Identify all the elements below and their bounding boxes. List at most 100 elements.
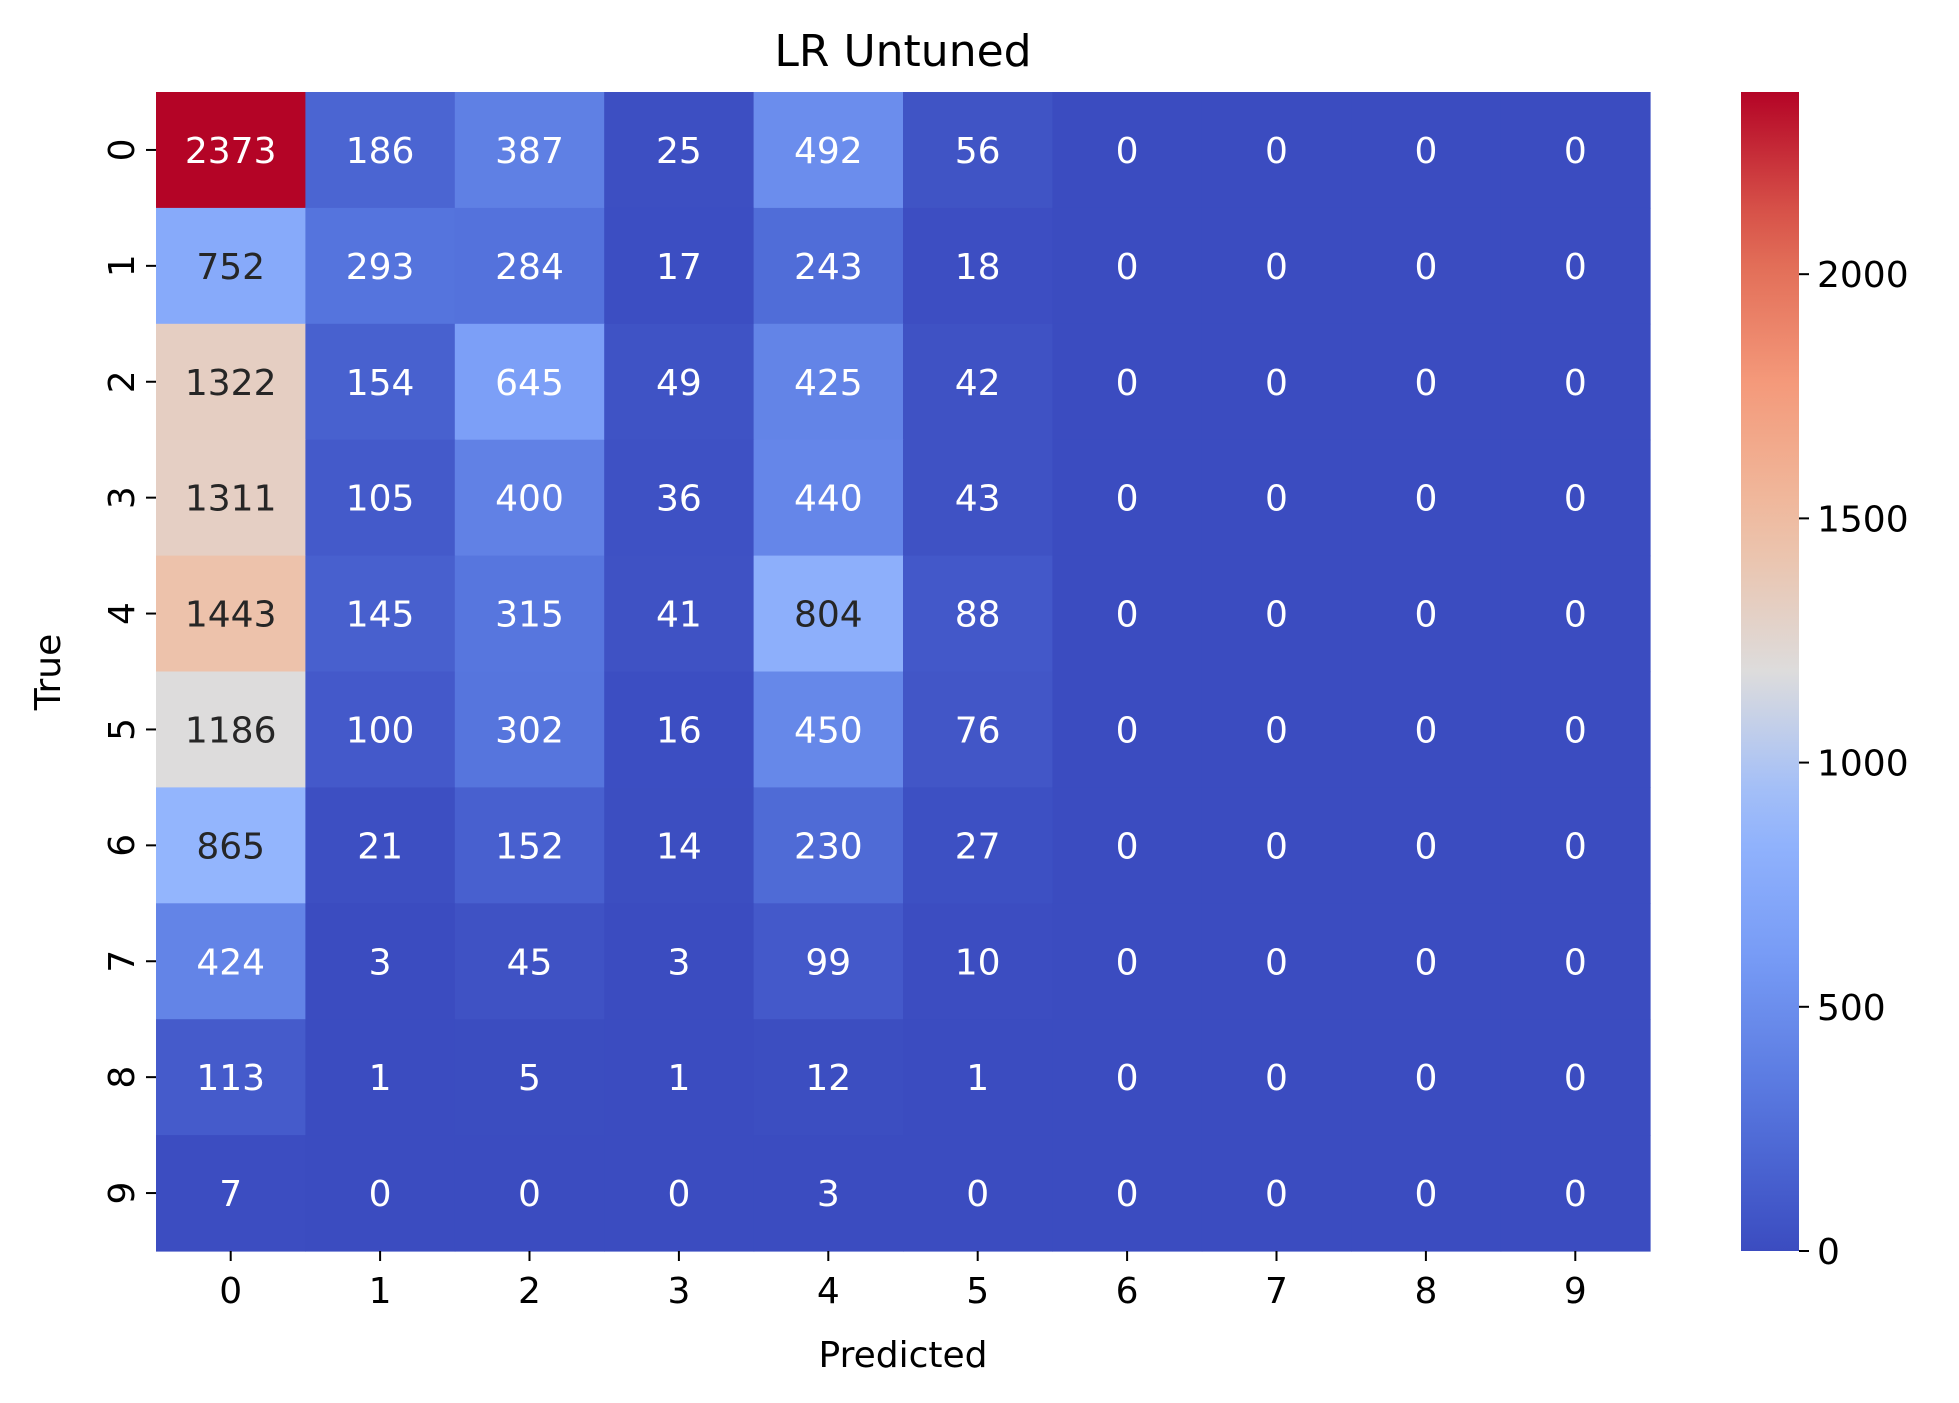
heatmap-cell (1201, 787, 1352, 904)
x-tick-label: 5 (966, 1271, 989, 1312)
cell-value-label: 440 (794, 479, 863, 520)
heatmap-cell (1351, 1135, 1502, 1252)
heatmap-cells (156, 92, 1651, 1252)
heatmap-cell (454, 92, 605, 209)
heatmap-cell (903, 903, 1053, 1020)
heatmap-cell (1201, 903, 1352, 1020)
heatmap-cell (753, 92, 904, 209)
cell-value-label: 0 (369, 1174, 392, 1215)
heatmap-cell (454, 1019, 605, 1136)
cell-value-label: 56 (955, 131, 1001, 172)
y-tick-label: 0 (102, 138, 143, 161)
cell-value-label: 865 (196, 826, 265, 867)
heatmap-cell (1201, 323, 1352, 441)
heatmap-cell (1351, 1019, 1502, 1136)
heatmap-cell (604, 207, 755, 325)
heatmap-cell (1201, 439, 1352, 557)
heatmap-cell (1052, 671, 1203, 788)
cell-value-label: 0 (1414, 710, 1437, 751)
cell-value-label: 99 (805, 942, 851, 983)
heatmap-cell (1052, 555, 1203, 673)
colorbar-tick-label: 500 (1817, 988, 1886, 1029)
heatmap-cell (1052, 1135, 1203, 1252)
heatmap-cell (156, 787, 306, 904)
cell-value-label: 1 (667, 1058, 690, 1099)
cell-value-label: 0 (1265, 1174, 1288, 1215)
heatmap-cell (1201, 671, 1352, 788)
cell-value-label: 0 (1414, 1174, 1437, 1215)
cell-value-label: 113 (196, 1058, 265, 1099)
heatmap-cell (454, 555, 605, 673)
heatmap-cell (1351, 439, 1502, 557)
x-tick-label: 8 (1414, 1271, 1437, 1312)
heatmap-cell (305, 92, 456, 209)
heatmap-cell (1500, 555, 1651, 673)
cell-value-label: 1 (966, 1058, 989, 1099)
colorbar-tick-label: 1500 (1817, 499, 1909, 540)
heatmap-cell (305, 903, 456, 1020)
colorbar-tick-label: 2000 (1817, 255, 1909, 296)
heatmap-cell (753, 671, 904, 788)
heatmap-cell (1351, 903, 1502, 1020)
heatmap-cell (454, 439, 605, 557)
heatmap-cell (454, 671, 605, 788)
cell-value-label: 186 (346, 131, 415, 172)
cell-value-label: 0 (518, 1174, 541, 1215)
cell-value-label: 284 (495, 247, 564, 288)
heatmap-cell (1201, 555, 1352, 673)
cell-value-label: 293 (346, 247, 415, 288)
y-tick-label: 2 (102, 370, 143, 393)
cell-value-label: 1443 (185, 595, 277, 636)
cell-value-label: 0 (1564, 1174, 1587, 1215)
heatmap-cell (1500, 1135, 1651, 1252)
cell-value-label: 0 (1414, 247, 1437, 288)
heatmap-cell (604, 323, 755, 441)
cell-value-label: 1311 (185, 479, 277, 520)
heatmap-cell (903, 323, 1053, 441)
heatmap-cell (305, 787, 456, 904)
y-tick-label: 8 (102, 1066, 143, 1089)
heatmap-cell (753, 439, 904, 557)
heatmap-cell (903, 787, 1053, 904)
cell-value-label: 0 (1564, 363, 1587, 404)
heatmap-cell (903, 439, 1053, 557)
cell-value-label: 0 (1564, 1058, 1587, 1099)
cell-value-label: 425 (794, 363, 863, 404)
heatmap-cell (753, 207, 904, 325)
cell-value-label: 21 (357, 826, 403, 867)
x-tick-label: 6 (1116, 1271, 1139, 1312)
cell-value-label: 804 (794, 595, 863, 636)
cell-value-label: 14 (656, 826, 702, 867)
heatmap-cell (753, 555, 904, 673)
cell-value-label: 100 (346, 710, 415, 751)
heatmap-cell (1052, 439, 1203, 557)
cell-value-label: 0 (1564, 595, 1587, 636)
heatmap-cell (1052, 92, 1203, 209)
cell-value-label: 0 (1414, 363, 1437, 404)
cell-value-label: 41 (656, 595, 702, 636)
cell-value-label: 0 (1265, 595, 1288, 636)
heatmap-cell (604, 671, 755, 788)
y-tick-label: 9 (102, 1182, 143, 1205)
heatmap-cell (156, 1135, 306, 1252)
heatmap-cell (1500, 671, 1651, 788)
cell-value-label: 3 (817, 1174, 840, 1215)
cell-value-label: 0 (1564, 942, 1587, 983)
cell-value-label: 18 (955, 247, 1001, 288)
y-axis-ticks: 0 1 2 3 4 5 6 7 8 9 (102, 138, 156, 1205)
heatmap-cell (156, 1019, 306, 1136)
y-tick-label: 4 (102, 602, 143, 625)
cell-value-label: 12 (805, 1058, 851, 1099)
cell-value-label: 42 (955, 363, 1001, 404)
cell-value-label: 152 (495, 826, 564, 867)
cell-value-label: 0 (1265, 710, 1288, 751)
colorbar: 0 500 1000 1500 2000 (1741, 92, 1909, 1273)
cell-value-label: 0 (1414, 942, 1437, 983)
heatmap-cell (1500, 92, 1651, 209)
heatmap-cell (753, 903, 904, 1020)
cell-value-label: 0 (1116, 826, 1139, 867)
cell-value-label: 43 (955, 479, 1001, 520)
cell-value-label: 5 (518, 1058, 541, 1099)
cell-value-label: 0 (1116, 1174, 1139, 1215)
heatmap-cell (156, 323, 306, 441)
